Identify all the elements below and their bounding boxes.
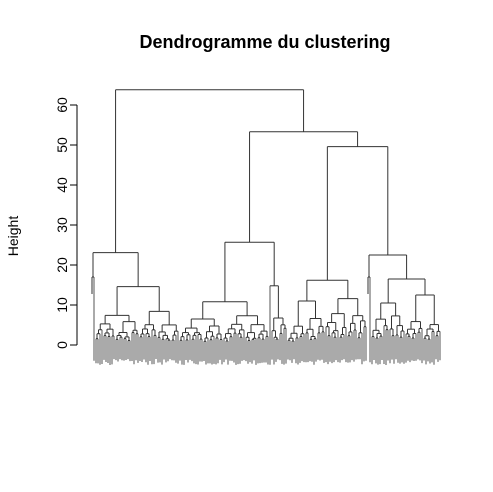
dendrogram-links <box>91 89 441 365</box>
y-tick-label: 40 <box>54 177 70 193</box>
y-axis-label: Height <box>5 216 21 257</box>
chart-title: Dendrogramme du clustering <box>139 32 390 52</box>
y-tick-label: 50 <box>54 137 70 153</box>
y-tick-label: 0 <box>54 341 70 349</box>
y-tick-label: 20 <box>54 257 70 273</box>
y-tick-label: 60 <box>54 97 70 113</box>
y-tick-label: 30 <box>54 217 70 233</box>
y-axis: 0 10 20 30 40 50 60 <box>54 97 78 349</box>
y-tick-label: 10 <box>54 297 70 313</box>
